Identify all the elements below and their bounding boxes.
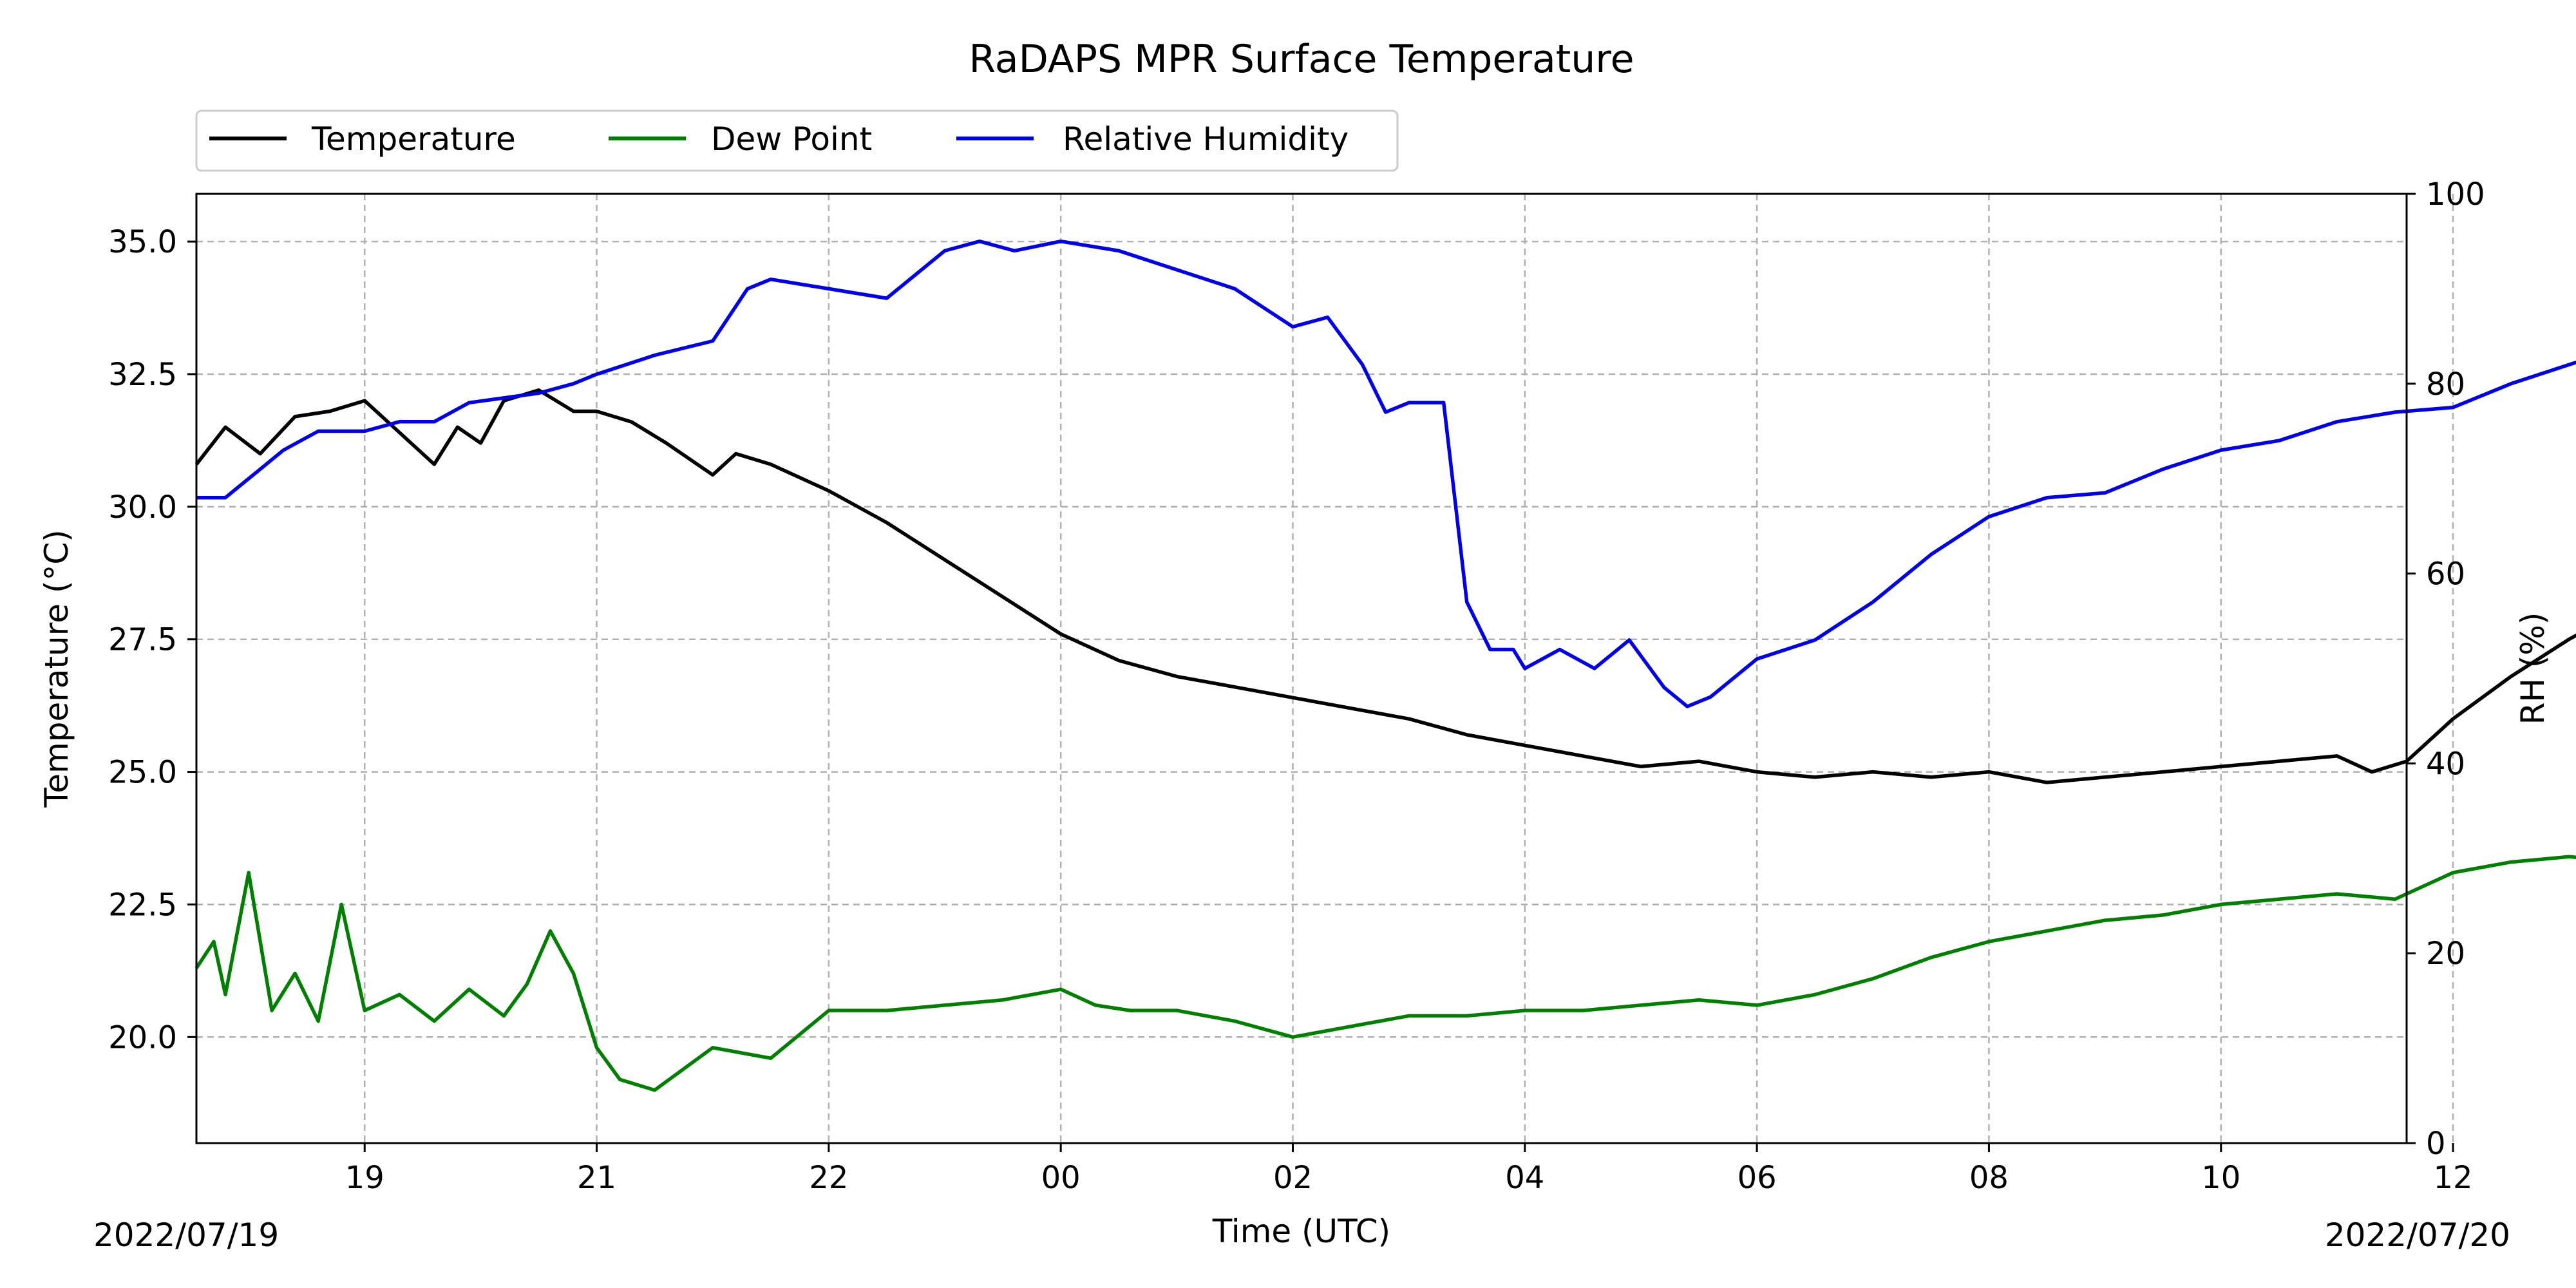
x-tick-label: 06	[1738, 1160, 1777, 1196]
series-line-relative-humidity	[196, 239, 2576, 708]
x-tick-label: 08	[1969, 1160, 2009, 1196]
chart-title: RaDAPS MPR Surface Temperature	[969, 37, 1634, 82]
x-tick-label: 10	[2201, 1160, 2240, 1196]
grid-layer	[196, 194, 2454, 1143]
series-line-temperature	[194, 388, 2576, 784]
y-tick-label: 25.0	[108, 755, 177, 791]
legend-box	[195, 109, 1399, 172]
x-tick-label: 22	[809, 1160, 848, 1196]
x-tick-label: 02	[1273, 1160, 1312, 1196]
y-tick-label: 35.0	[108, 224, 177, 260]
y2-tick-label: 0	[2426, 1126, 2446, 1162]
series-line-dew-point	[194, 855, 2576, 1092]
y2-tick-label: 80	[2426, 366, 2465, 402]
legend: Temperature Dew Point Relative Humidity	[195, 109, 1399, 172]
y-tick-label: 30.0	[108, 489, 177, 526]
y-tick-label: 32.5	[108, 357, 177, 393]
y2-axis-ticks: 0 20 40 60 80 100	[2407, 176, 2485, 1162]
y2-tick-label: 60	[2426, 556, 2465, 592]
legend-label-dew-point: Dew Point	[711, 120, 872, 158]
date-end-label: 2022/07/20	[2325, 1217, 2510, 1254]
x-axis-label: Time (UTC)	[1212, 1213, 1390, 1250]
x-axis-ticks: 19212200020406081012141517	[345, 1143, 2473, 1196]
x-tick-label: 04	[1505, 1160, 1544, 1196]
y-axis-ticks: 20.0 22.5 25.0 27.5 30.0 32.5 35.0	[108, 224, 196, 1056]
y2-tick-label: 20	[2426, 936, 2465, 972]
x-tick-label: 00	[1041, 1160, 1081, 1196]
legend-label-temperature: Temperature	[311, 120, 516, 158]
legend-label-relative-humidity: Relative Humidity	[1063, 120, 1349, 158]
x-tick-label: 21	[577, 1160, 616, 1196]
y2-axis-label: RH (%)	[2514, 612, 2552, 725]
series-layer	[194, 239, 2576, 1092]
x-tick-label: 19	[345, 1160, 384, 1196]
y-tick-label: 27.5	[108, 622, 177, 658]
y2-tick-label: 40	[2426, 746, 2465, 782]
date-start-label: 2022/07/19	[93, 1217, 279, 1254]
plot-frame	[195, 193, 2408, 1144]
y-tick-label: 22.5	[108, 887, 177, 923]
y-tick-label: 20.0	[108, 1019, 177, 1056]
y-axis-label: Temperature (°C)	[38, 529, 75, 808]
y2-tick-label: 100	[2426, 176, 2485, 213]
x-tick-label: 12	[2434, 1160, 2473, 1196]
